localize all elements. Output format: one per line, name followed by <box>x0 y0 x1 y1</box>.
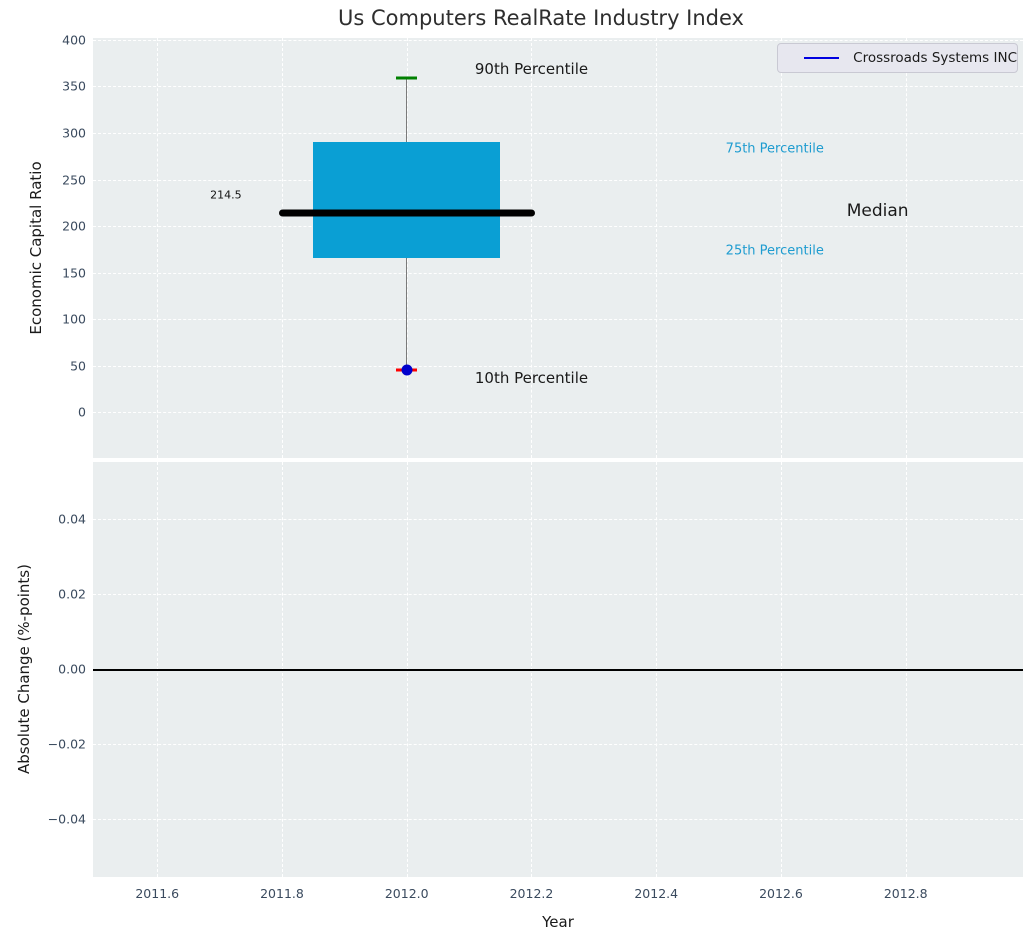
y-tick-label: 300 <box>62 125 86 141</box>
y-tick-label: 150 <box>62 265 86 281</box>
y-tick-label: 50 <box>70 358 86 374</box>
annotation-10th-percentile: 10th Percentile <box>474 368 589 387</box>
gridline-vertical <box>905 38 907 458</box>
median-line <box>278 209 535 217</box>
y-tick-label: 0.00 <box>58 661 86 677</box>
gridline-horizontal <box>93 132 1023 134</box>
gridline-horizontal <box>93 412 1023 414</box>
gridline-vertical <box>531 38 533 458</box>
gridline-vertical <box>157 38 159 458</box>
x-tick-label: 2011.8 <box>260 886 304 901</box>
y-tick-label: −0.04 <box>47 811 86 827</box>
top-y-axis-label: Economic Capital Ratio <box>27 161 45 335</box>
annotation-214-5: 214.5 <box>210 188 242 202</box>
gridline-horizontal <box>93 743 1023 745</box>
y-tick-label: 100 <box>62 311 86 327</box>
gridline-horizontal <box>93 272 1023 274</box>
y-tick-label: 200 <box>62 218 86 234</box>
annotation-90th-percentile: 90th Percentile <box>474 59 589 78</box>
top-subplot-economic-capital-ratio: 90th Percentile 10th Percentile 75th Perce… <box>93 38 1023 458</box>
x-tick-label: 2012.2 <box>509 886 554 901</box>
x-tick-label: 2012.8 <box>883 886 928 901</box>
gridline-vertical <box>281 38 283 458</box>
legend-line-sample <box>804 56 840 60</box>
annotation-median: Median <box>846 201 909 222</box>
gridline-vertical <box>780 38 782 458</box>
gridline-horizontal <box>93 226 1023 228</box>
gridline-horizontal <box>93 179 1023 181</box>
interquartile-box <box>313 142 501 258</box>
y-tick-label: 0.02 <box>58 586 86 602</box>
gridline-horizontal <box>93 818 1023 820</box>
company-marker-dot <box>401 364 413 376</box>
zero-reference-line <box>93 668 1023 671</box>
annotation-75th-percentile: 75th Percentile <box>725 141 824 157</box>
y-tick-label: 250 <box>62 172 86 188</box>
x-tick-label: 2012.0 <box>384 886 429 901</box>
chart-title: Us Computers RealRate Industry Index <box>338 6 744 30</box>
y-tick-label: 400 <box>62 32 86 48</box>
gridline-horizontal <box>93 593 1023 595</box>
y-tick-label: −0.02 <box>47 736 86 752</box>
bottom-subplot-absolute-change <box>93 462 1023 877</box>
x-tick-label: 2012.6 <box>759 886 803 901</box>
gridline-horizontal <box>93 365 1023 367</box>
y-tick-label: 0.04 <box>58 511 86 527</box>
x-axis-label: Year <box>542 913 574 931</box>
annotation-25th-percentile: 25th Percentile <box>725 243 824 259</box>
gridline-horizontal <box>93 518 1023 520</box>
legend: Crossroads Systems INC <box>777 43 1018 73</box>
y-tick-label: 0 <box>78 404 86 420</box>
x-tick-label: 2011.6 <box>135 886 180 901</box>
legend-label: Crossroads Systems INC <box>853 50 1017 66</box>
gridline-horizontal <box>93 319 1023 321</box>
gridline-vertical <box>656 38 658 458</box>
x-tick-label: 2012.4 <box>634 886 679 901</box>
p90-cap <box>396 76 418 80</box>
y-tick-label: 350 <box>62 78 86 94</box>
gridline-horizontal <box>93 39 1023 41</box>
gridline-horizontal <box>93 86 1023 88</box>
